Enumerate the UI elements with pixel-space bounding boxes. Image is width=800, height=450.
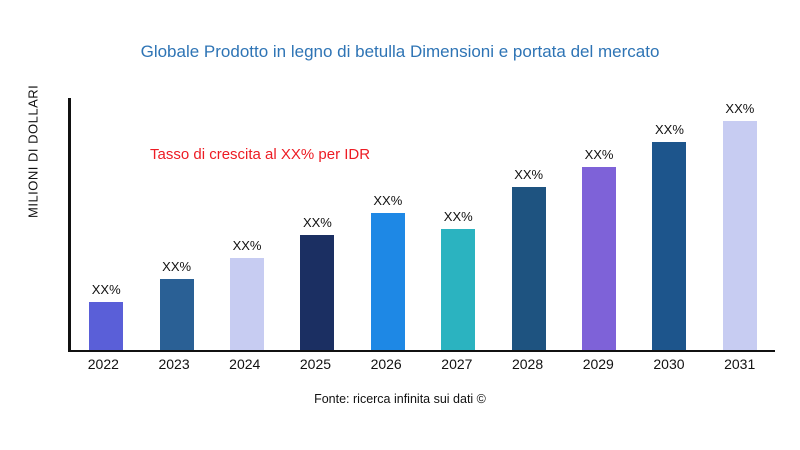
bar-value-label: XX% bbox=[373, 192, 403, 208]
x-tick-label: 2026 bbox=[370, 356, 402, 372]
bar[interactable] bbox=[722, 120, 757, 350]
bar-series: XX% XX% XX% XX% XX% XX% XX% XX% XX% XX% bbox=[71, 98, 775, 350]
bar-value-label: XX% bbox=[443, 208, 473, 224]
bar-column: XX% bbox=[705, 98, 775, 350]
bar-column: XX% bbox=[282, 98, 352, 350]
bar[interactable] bbox=[159, 278, 194, 350]
x-tick-label: 2031 bbox=[724, 356, 756, 372]
x-tick-label: 2023 bbox=[158, 356, 190, 372]
bar-value-label: XX% bbox=[514, 167, 544, 183]
bar[interactable] bbox=[511, 187, 546, 350]
bar-value-label: XX% bbox=[725, 100, 755, 116]
bar[interactable] bbox=[370, 212, 405, 350]
bar-value-label: XX% bbox=[655, 121, 684, 137]
y-axis-label: MILIONI DI DOLLARI bbox=[25, 84, 41, 218]
x-tick-label: 2029 bbox=[582, 356, 614, 372]
bar-value-label: XX% bbox=[232, 238, 262, 254]
x-tick-label: 2025 bbox=[299, 356, 332, 372]
x-tick-label: 2028 bbox=[511, 356, 544, 372]
bar-column: XX% bbox=[634, 98, 704, 350]
x-tick-label: 2027 bbox=[441, 356, 473, 372]
bar[interactable] bbox=[89, 301, 124, 350]
plot-area: XX% XX% XX% XX% XX% XX% XX% XX% XX% XX% bbox=[68, 98, 775, 352]
bar-value-label: XX% bbox=[584, 146, 614, 162]
bar-column: XX% bbox=[212, 98, 282, 350]
x-tick-label: 2024 bbox=[229, 356, 261, 372]
source-footnote: Fonte: ricerca infinita sui dati © bbox=[314, 392, 486, 406]
bar[interactable] bbox=[300, 235, 335, 350]
x-tick-label: 2022 bbox=[87, 356, 119, 372]
bar-column: XX% bbox=[71, 98, 141, 350]
bar[interactable] bbox=[652, 141, 687, 350]
bar-value-label: XX% bbox=[162, 258, 192, 274]
x-axis-tick-labels: 2022 2023 2024 2025 2026 2027 2028 2029 2030 2031 bbox=[68, 356, 775, 372]
x-tick-label: 2030 bbox=[653, 356, 685, 372]
bar-column: XX% bbox=[564, 98, 634, 350]
bar[interactable] bbox=[582, 166, 617, 350]
bar-column: XX% bbox=[493, 98, 563, 350]
chart-title: Globale Prodotto in legno di betulla Dim… bbox=[140, 42, 660, 61]
bar-column: XX% bbox=[141, 98, 211, 350]
bar-column: XX% bbox=[353, 98, 423, 350]
bar[interactable] bbox=[441, 228, 476, 350]
bar[interactable] bbox=[230, 258, 265, 350]
growth-rate-annotation: Tasso di crescita al XX% per IDR bbox=[150, 146, 371, 163]
bar-value-label: XX% bbox=[302, 215, 332, 231]
bar-column: XX% bbox=[423, 98, 493, 350]
bar-value-label: XX% bbox=[91, 281, 121, 297]
